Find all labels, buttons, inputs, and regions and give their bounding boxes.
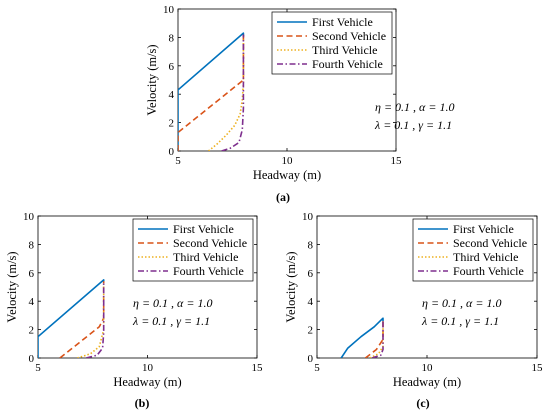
panel-caption: (a) xyxy=(276,190,290,204)
series-line-fourth-vehicle xyxy=(371,319,384,358)
y-tick-label: 8 xyxy=(169,32,175,44)
legend-entry-label: Third Vehicle xyxy=(173,250,238,264)
panel-caption: (c) xyxy=(416,396,429,410)
y-tick-label: 2 xyxy=(308,325,314,337)
parameter-annotation-line1: η = 0.1 , α = 1.0 xyxy=(375,100,454,114)
chart-panel-a: 0 2 4 6 8 10 5 10 15 Headway (m) Velocity (m/s) Fir… xyxy=(145,4,454,204)
x-tick-label: 5 xyxy=(175,155,181,167)
x-axis-label: Headway (m) xyxy=(113,375,181,389)
series-line-third-vehicle xyxy=(369,319,384,358)
series-line-first-vehicle xyxy=(178,32,245,151)
legend-entry-label: Fourth Vehicle xyxy=(312,57,383,71)
legend-entry-label: Fourth Vehicle xyxy=(453,264,524,278)
chart-panel-b: 0 2 4 6 8 10 5 10 15 Headway (m) Velocity (m/s) Fir… xyxy=(5,211,263,410)
x-tick-label: 10 xyxy=(142,362,154,374)
y-tick-label: 8 xyxy=(308,239,314,251)
y-axis-label: Velocity (m/s) xyxy=(145,44,159,115)
legend-entry-label: Second Vehicle xyxy=(453,236,527,250)
x-tick-label: 15 xyxy=(391,155,403,167)
x-tick-label: 5 xyxy=(314,362,320,374)
parameter-annotation-line2: λ = 0.1 , γ = 1.1 xyxy=(132,314,210,328)
y-axis-label: Velocity (m/s) xyxy=(5,251,19,322)
x-tick-label: 5 xyxy=(35,362,41,374)
y-tick-label: 10 xyxy=(163,4,175,16)
series-line-second-vehicle xyxy=(59,281,105,358)
legend-entry-label: Third Vehicle xyxy=(453,250,518,264)
y-tick-label: 10 xyxy=(302,211,314,223)
series-line-fourth-vehicle xyxy=(221,34,245,151)
series-line-second-vehicle xyxy=(364,319,384,358)
y-tick-label: 2 xyxy=(169,118,175,130)
x-tick-label: 15 xyxy=(532,362,544,374)
legend-entry-label: Third Vehicle xyxy=(312,43,377,57)
series-line-first-vehicle xyxy=(340,317,384,358)
series-line-fourth-vehicle xyxy=(86,281,105,358)
parameter-annotation-line1: η = 0.1 , α = 1.0 xyxy=(133,296,212,310)
y-axis-label: Velocity (m/s) xyxy=(284,251,298,322)
y-tick-label: 6 xyxy=(308,268,314,280)
x-axis-label: Headway (m) xyxy=(253,168,321,182)
parameter-annotation-line2: λ = 0.1 , γ = 1.1 xyxy=(421,314,499,328)
x-tick-label: 10 xyxy=(282,155,294,167)
parameter-annotation-line2: λ = 0.1 , γ = 1.1 xyxy=(374,118,452,132)
legend-entry-label: First Vehicle xyxy=(173,222,234,236)
y-tick-label: 2 xyxy=(29,325,35,337)
legend-entry-label: Second Vehicle xyxy=(312,29,386,43)
legend-entry-label: First Vehicle xyxy=(453,222,514,236)
y-tick-label: 0 xyxy=(169,146,175,158)
y-tick-label: 0 xyxy=(308,353,314,365)
y-tick-label: 8 xyxy=(29,239,35,251)
y-tick-label: 6 xyxy=(29,268,35,280)
y-tick-label: 4 xyxy=(169,89,175,101)
legend-entry-label: Fourth Vehicle xyxy=(173,264,244,278)
panel-caption: (b) xyxy=(135,396,150,410)
y-tick-label: 10 xyxy=(23,211,35,223)
y-tick-label: 6 xyxy=(169,61,175,73)
x-axis-label: Headway (m) xyxy=(393,375,461,389)
x-tick-label: 10 xyxy=(422,362,434,374)
chart-panel-c: 0 2 4 6 8 10 5 10 15 Headway (m) Velocity (m/s) Fir… xyxy=(284,211,543,410)
legend-entry-label: First Vehicle xyxy=(312,15,373,29)
legend-entry-label: Second Vehicle xyxy=(173,236,247,250)
y-tick-label: 4 xyxy=(308,296,314,308)
series-line-third-vehicle xyxy=(77,281,105,358)
y-tick-label: 0 xyxy=(29,353,35,365)
parameter-annotation-line1: η = 0.1 , α = 1.0 xyxy=(422,296,501,310)
x-tick-label: 15 xyxy=(252,362,264,374)
y-tick-label: 4 xyxy=(29,296,35,308)
